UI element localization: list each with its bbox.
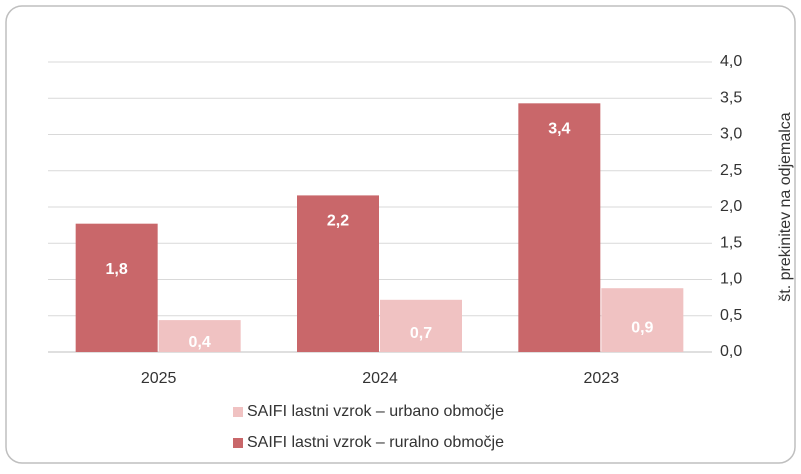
y-tick-label: 4,0 (720, 53, 742, 70)
y-tick-label: 2,0 (720, 198, 742, 215)
bar (158, 320, 241, 352)
y-tick-label: 0,0 (720, 343, 742, 360)
data-label: 0,7 (410, 325, 432, 342)
data-label: 3,4 (548, 121, 570, 138)
y-tick-label: 1,5 (720, 234, 742, 251)
x-tick-label: 2024 (362, 370, 398, 387)
data-label: 0,9 (631, 319, 653, 336)
bar (518, 103, 601, 352)
x-tick-label: 2023 (584, 370, 620, 387)
data-label: 1,8 (106, 261, 128, 278)
y-tick-label: 3,5 (720, 89, 742, 106)
legend-label: SAIFI lastni vzrok – urbano območje (247, 403, 504, 420)
legend-marker (233, 407, 243, 417)
y-tick-label: 1,0 (720, 271, 742, 288)
y-tick-label: 0,5 (720, 307, 742, 324)
bar (601, 288, 684, 352)
x-tick-label: 2025 (141, 370, 177, 387)
bar (380, 299, 462, 352)
bar (297, 195, 379, 352)
legend-label: SAIFI lastni vzrok – ruralno območje (247, 434, 504, 451)
y-tick-label: 3,0 (720, 126, 742, 143)
legend-marker (233, 438, 243, 448)
y-axis-label: št. prekinitev na odjemalca (777, 112, 794, 302)
bar (75, 223, 158, 352)
data-label: 2,2 (327, 213, 349, 230)
y-tick-label: 2,5 (720, 162, 742, 179)
data-label: 0,4 (189, 334, 211, 351)
